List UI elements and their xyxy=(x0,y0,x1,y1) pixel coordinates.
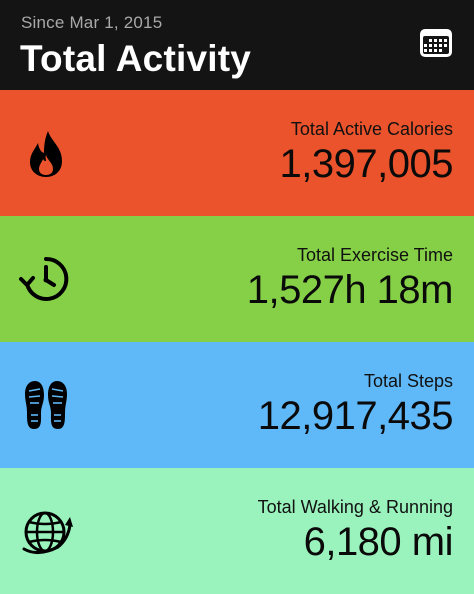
tile-label: Total Walking & Running xyxy=(257,497,453,517)
date-range-subtitle: Since Mar 1, 2015 xyxy=(21,13,163,32)
flame-icon xyxy=(18,125,74,181)
shoe-prints-icon xyxy=(18,377,74,433)
tile-value: 6,180 mi xyxy=(303,520,454,564)
stopwatch-icon xyxy=(18,251,74,307)
calendar-icon xyxy=(420,29,452,57)
tile-value: 12,917,435 xyxy=(257,394,454,438)
tile-label: Total Active Calories xyxy=(290,119,453,139)
calendar-button[interactable] xyxy=(419,28,453,58)
tile-label: Total Steps xyxy=(363,371,453,391)
exercise-time-tile[interactable]: Total Exercise Time 1,527h 18m xyxy=(0,216,474,342)
tile-value: 1,397,005 xyxy=(279,142,454,186)
page-title: Total Activity xyxy=(20,38,251,79)
steps-tile[interactable]: Total Steps 12,917,435 xyxy=(0,342,474,468)
tile-value: 1,527h 18m xyxy=(246,268,454,312)
globe-icon xyxy=(18,503,74,559)
tile-label: Total Exercise Time xyxy=(296,245,453,265)
walking-running-tile[interactable]: Total Walking & Running 6,180 mi xyxy=(0,468,474,594)
header: Since Mar 1, 2015 Total Activity xyxy=(0,0,474,90)
active-calories-tile[interactable]: Total Active Calories 1,397,005 xyxy=(0,90,474,216)
